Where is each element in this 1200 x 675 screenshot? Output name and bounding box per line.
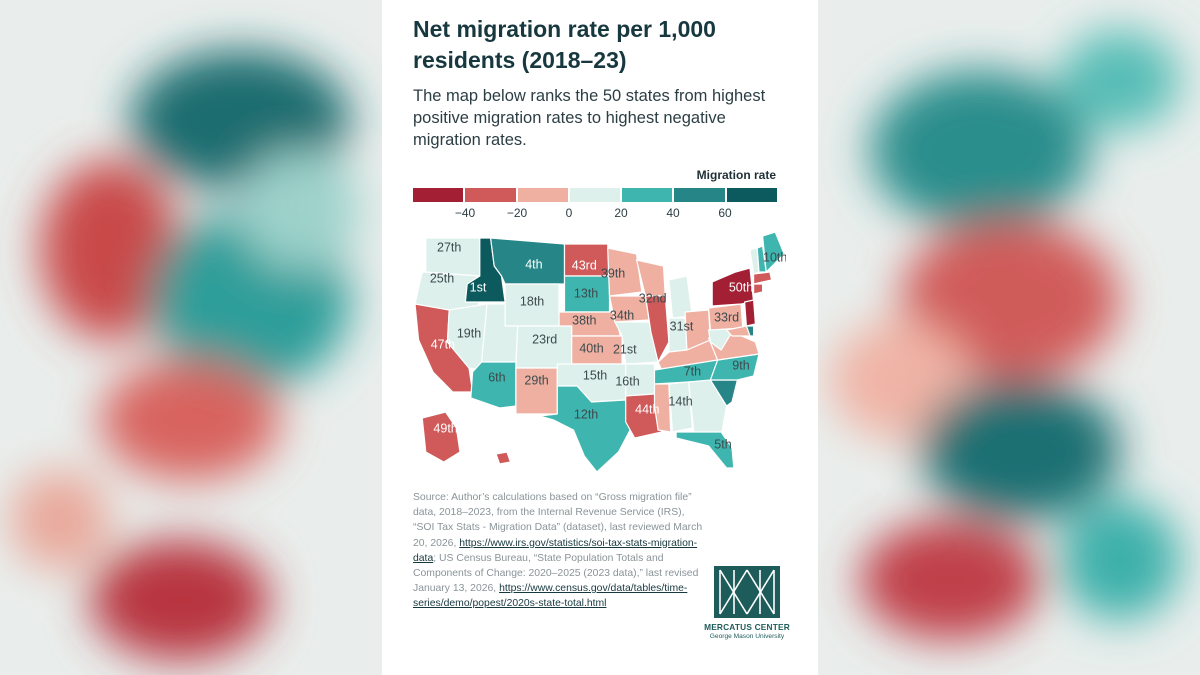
- state-rank-label: 25th: [430, 271, 454, 285]
- state-nj: [744, 299, 756, 327]
- state-il: [644, 295, 670, 363]
- state-rank-label: 40th: [579, 341, 603, 355]
- state-ct: [753, 283, 764, 295]
- state-rank-label: 12th: [574, 407, 598, 421]
- state-rank-label: 7th: [684, 364, 701, 378]
- mercatus-logo-mark: [714, 566, 780, 618]
- state-rank-label: 10th: [763, 250, 786, 264]
- state-rank-label: 29th: [524, 373, 548, 387]
- logo-subtitle: George Mason University: [709, 633, 785, 640]
- state-az: [470, 361, 517, 409]
- legend-swatch: [413, 188, 464, 202]
- state-rank-label: 43rd: [572, 258, 597, 272]
- state-rank-label: 16th: [615, 374, 639, 388]
- legend-tick: 60: [718, 206, 732, 220]
- legend-tick: 0: [565, 206, 573, 220]
- state-rank-label: 50th: [729, 280, 753, 294]
- state-rank-label: 23rd: [532, 332, 557, 346]
- infographic-card: Net migration rate per 1,000 residents (…: [382, 0, 818, 675]
- source-note: Source: Author’s calculations based on “…: [413, 490, 705, 612]
- state-rank-label: 39th: [601, 266, 625, 280]
- page-title: Net migration rate per 1,000 residents (…: [413, 16, 716, 73]
- state-rank-label: 38th: [572, 313, 596, 327]
- source-text: ; US Census Bureau, “State Population To…: [413, 552, 699, 595]
- state-md: [726, 325, 751, 337]
- legend-tick: 40: [666, 206, 680, 220]
- state-rank-label: 6th: [488, 370, 505, 384]
- state-rank-label: 1st: [470, 280, 487, 294]
- state-rank-label: 47th: [431, 337, 455, 351]
- irs-source-link[interactable]: https://www.irs.gov/statistics/soi-tax-s…: [413, 537, 698, 564]
- state-mo: [614, 321, 661, 365]
- state-rank-label: 33rd: [714, 310, 739, 324]
- legend-color-scale: [413, 188, 777, 202]
- legend-title: Migration rate: [696, 168, 776, 182]
- state-ms: [653, 383, 672, 433]
- logo-name: MERCATUS CENTER: [704, 622, 790, 632]
- state-ma: [753, 271, 773, 285]
- legend-swatch: [726, 188, 777, 202]
- mercatus-logo: MERCATUS CENTER George Mason University: [704, 566, 790, 648]
- state-me: [762, 232, 785, 273]
- page-subtitle: The map below ranks the 50 states from h…: [413, 87, 766, 149]
- state-rank-label: 18th: [520, 294, 544, 308]
- state-rank-label: 27th: [437, 240, 461, 254]
- legend-swatch: [465, 188, 516, 202]
- state-fl: [675, 431, 735, 469]
- state-rank-label: 15th: [583, 368, 607, 382]
- legend-swatch: [622, 188, 673, 202]
- state-tx: [538, 385, 632, 472]
- state-rank-label: 9th: [732, 358, 749, 372]
- state-rank-label: 31st: [670, 319, 694, 333]
- state-mn: [607, 247, 643, 297]
- state-rank-label: 34th: [610, 308, 634, 322]
- state-rank-label: 14th: [668, 394, 692, 408]
- state-rank-label: 19th: [457, 326, 481, 340]
- census-source-link[interactable]: https://www.census.gov/data/tables/time-…: [413, 583, 688, 610]
- state-rank-label: 44th: [635, 402, 659, 416]
- legend-tick: 20: [614, 206, 628, 220]
- state-hi: [495, 451, 512, 465]
- legend-swatch: [674, 188, 725, 202]
- legend-tick: −40: [454, 206, 476, 220]
- state-rank-label: 32nd: [639, 291, 667, 305]
- source-text: Source: Author’s calculations based on “…: [413, 492, 703, 549]
- us-state-map: 27th 25th 47th 1st 19th 4th 18th 6th 23rd 29th 43r…: [414, 232, 786, 472]
- legend-swatch: [517, 188, 568, 202]
- state-rank-label: 49th: [433, 421, 457, 435]
- legend-tick: −20: [506, 206, 528, 220]
- state-ak: [421, 411, 461, 463]
- state-rank-label: 13th: [574, 286, 598, 300]
- state-rank-label: 5th: [714, 437, 731, 451]
- state-rank-label: 21st: [613, 342, 637, 356]
- state-ga: [688, 379, 728, 437]
- state-rank-label: 4th: [525, 257, 542, 271]
- state-al: [668, 381, 693, 433]
- legend-swatch: [569, 188, 621, 202]
